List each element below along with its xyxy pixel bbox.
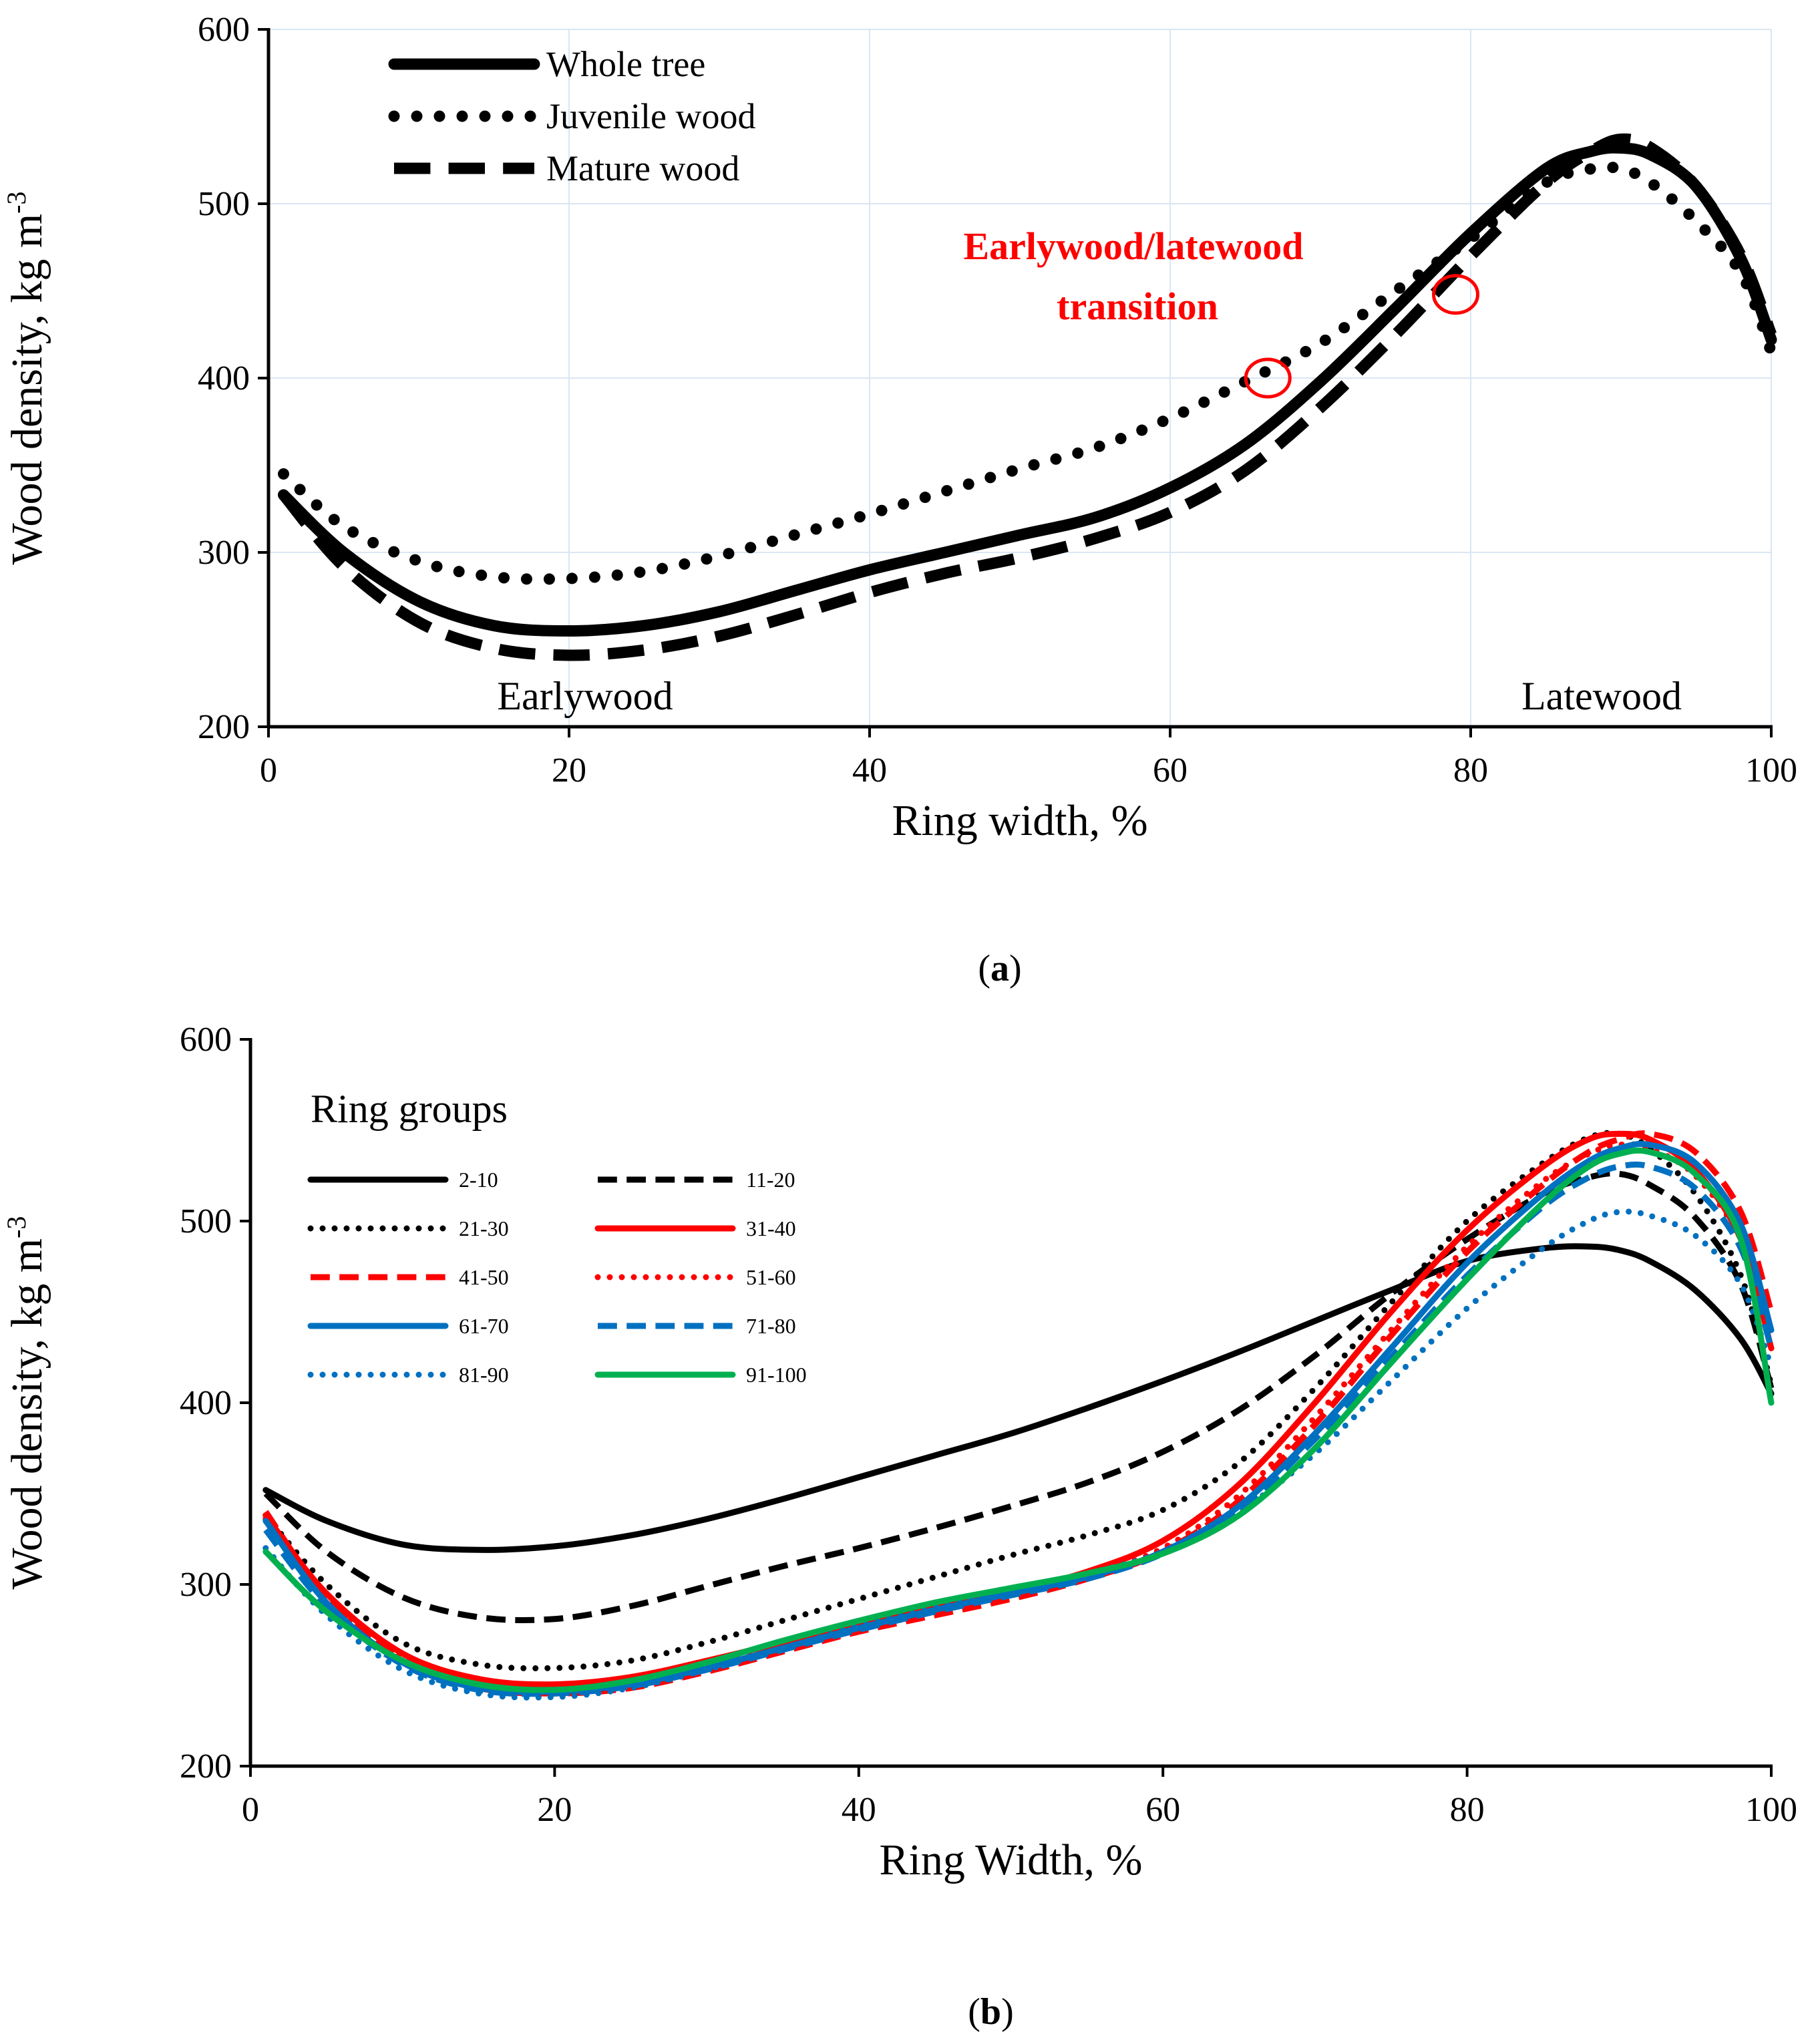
y-axis-title-superscript: -3	[1, 1216, 31, 1238]
y-axis-title: Wood density, kg m-3	[1, 191, 51, 564]
y-tick-label: 300	[180, 1566, 232, 1604]
series-line-mature-wood	[279, 133, 1777, 661]
y-tick-label: 400	[198, 359, 250, 397]
panel-label-open: (	[968, 1991, 980, 2033]
series-line-11-20	[263, 1170, 1775, 1623]
annotation-line-1: Earlywood/latewood	[963, 224, 1303, 268]
panel-label-letter: a	[990, 948, 1009, 989]
transition-marker-circle	[1432, 274, 1479, 315]
x-tick-label: 80	[1450, 1791, 1485, 1829]
annotation-line-2: transition	[1057, 285, 1218, 328]
legend-label: Whole tree	[546, 44, 705, 84]
x-tick-label: 60	[1145, 1791, 1180, 1829]
y-tick-label: 600	[198, 11, 250, 49]
legend-label: 2-10	[459, 1168, 498, 1192]
panel-label-close: )	[1009, 948, 1022, 989]
panel-b-chart: 200 300 400 500 600 0 20 40 60 80 100 Ring Width, %…	[1, 1021, 1797, 2033]
x-tick-label: 100	[1745, 751, 1797, 790]
series-line-91-100	[262, 1147, 1775, 1693]
y-tick-label: 400	[180, 1384, 232, 1422]
legend-title: Ring groups	[311, 1087, 508, 1131]
y-tick-label: 200	[180, 1747, 232, 1785]
y-axis-title-superscript: -3	[1, 191, 31, 213]
panel-label: (b)	[968, 1991, 1013, 2033]
y-tick-label: 300	[198, 534, 250, 572]
panel-label-open: (	[978, 948, 990, 989]
legend-label: 41-50	[459, 1265, 509, 1289]
region-label-earlywood: Earlywood	[497, 674, 673, 718]
legend-label: Juvenile wood	[546, 96, 755, 136]
y-tick-label: 200	[198, 708, 250, 746]
legend-label: 31-40	[746, 1216, 796, 1240]
y-tick-label: 600	[180, 1021, 232, 1059]
legend-label: 81-90	[459, 1363, 509, 1387]
legend-a: Whole tree Juvenile wood Mature wood	[388, 44, 755, 188]
x-tick-label: 40	[852, 751, 887, 790]
panel-label-letter: b	[980, 1991, 1001, 2033]
region-label-latewood: Latewood	[1521, 674, 1682, 718]
x-axis-title: Ring width, %	[892, 796, 1147, 845]
panel-label: (a)	[978, 948, 1021, 989]
legend-b: Ring groups 2-10 11-20 21-30 31-40 41-50 51-60…	[307, 1087, 807, 1387]
x-axis-title: Ring Width, %	[880, 1836, 1143, 1884]
y-axis-title: Wood density, kg m-3	[1, 1216, 51, 1589]
legend-label: 71-80	[746, 1314, 796, 1338]
series-line-31-40	[262, 1130, 1775, 1688]
legend-label: 51-60	[746, 1265, 796, 1289]
series-line-whole-tree	[278, 142, 1777, 637]
x-tick-label: 20	[552, 751, 586, 790]
series-line-2-10	[262, 1243, 1775, 1553]
legend-label: 61-70	[459, 1314, 509, 1338]
transition-marker-circle	[1244, 357, 1292, 399]
panel-label-close: )	[1001, 1991, 1014, 2033]
legend-label: 91-100	[746, 1363, 807, 1387]
y-axis-title-text: Wood density, kg m	[3, 1238, 51, 1590]
x-tick-label: 20	[537, 1791, 572, 1829]
legend-label: 11-20	[746, 1168, 795, 1192]
x-tick-label: 40	[842, 1791, 876, 1829]
y-axis-title-text: Wood density, kg m	[3, 214, 51, 565]
x-tick-label: 60	[1153, 751, 1188, 790]
x-tick-label: 100	[1745, 1791, 1797, 1829]
x-tick-label: 0	[242, 1791, 259, 1829]
y-tick-label: 500	[198, 185, 250, 223]
y-tick-label: 500	[180, 1202, 232, 1240]
legend-label: Mature wood	[546, 148, 739, 188]
series-line-juvenile-wood	[278, 161, 1777, 585]
panel-a-chart: 200 300 400 500 600 0 20 40 60 80 100 Ring width, %…	[1, 11, 1797, 989]
x-tick-label: 0	[260, 751, 277, 790]
legend-label: 21-30	[459, 1216, 509, 1240]
x-tick-label: 80	[1453, 751, 1488, 790]
series-line-71-80	[263, 1161, 1775, 1697]
